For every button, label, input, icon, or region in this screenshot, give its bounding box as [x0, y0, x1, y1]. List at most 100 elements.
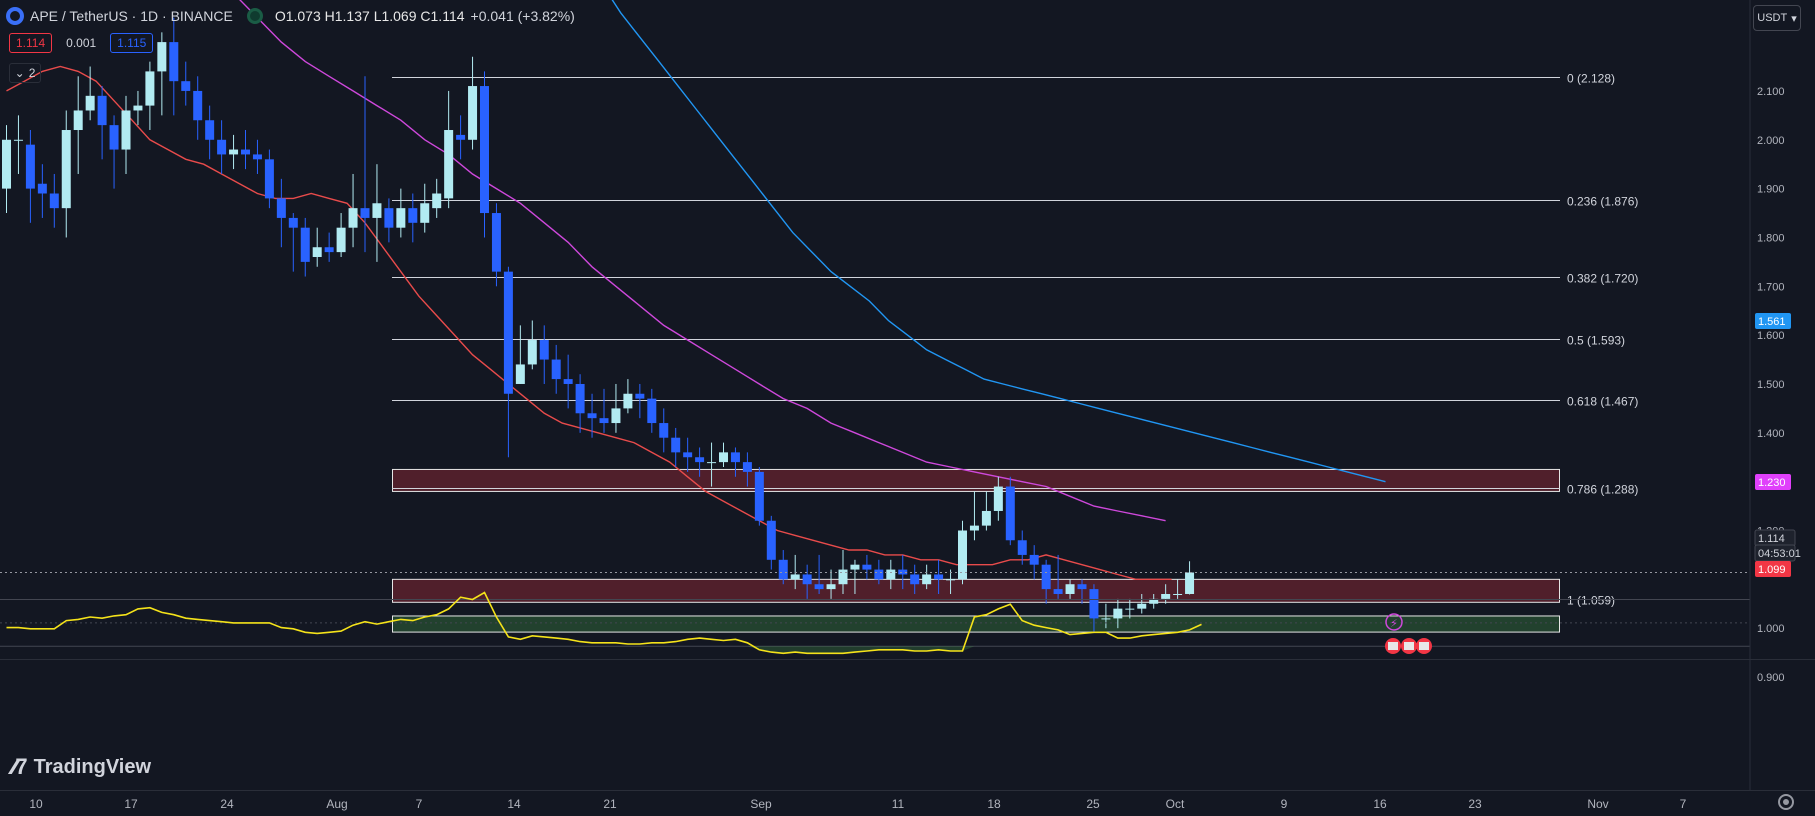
candle [671, 427, 681, 468]
price-tick: 1.700 [1757, 281, 1785, 293]
candle [205, 105, 215, 160]
candle-body [85, 95, 95, 111]
candle [109, 115, 119, 189]
indicators-toggle[interactable]: ⌄ 2 [9, 63, 41, 83]
time-tick: 25 [1086, 797, 1100, 811]
candle-body [1065, 584, 1075, 594]
candle-body [109, 125, 119, 150]
candle-body [946, 579, 956, 581]
time-tick: Oct [1166, 797, 1185, 811]
candle-body [934, 574, 944, 580]
buy-price-button[interactable]: 1.115 [110, 33, 154, 53]
candle [1125, 598, 1135, 619]
candle [456, 115, 466, 160]
price-tag [1755, 313, 1791, 329]
candle [1161, 584, 1171, 604]
candle-body [1101, 618, 1111, 620]
trade-pills: 1.114 0.001 1.115 [9, 33, 154, 53]
candle [348, 173, 358, 248]
symbol-title[interactable]: APE / TetherUS · 1D · BINANCE [30, 8, 233, 24]
candle-body [276, 198, 286, 218]
candle-body [2, 139, 11, 189]
candle-body [671, 437, 681, 453]
indicator-count: 2 [28, 66, 36, 80]
ape-logo-icon [6, 7, 24, 25]
candle [707, 442, 717, 487]
time-tick: 16 [1373, 797, 1387, 811]
candle [1149, 593, 1159, 609]
tradingview-watermark: ⁄⁄7 TradingView [12, 754, 151, 780]
candle-body [97, 95, 107, 126]
sell-price-button[interactable]: 1.114 [9, 33, 53, 53]
candle [217, 120, 227, 174]
candle-body [324, 247, 334, 253]
currency-selector[interactable]: USDT ▾ [1753, 5, 1801, 31]
candle [587, 393, 597, 438]
candle [527, 320, 537, 370]
moving-averages [6, 0, 1386, 580]
candle-body [1089, 589, 1099, 619]
close-value: C1.114 [420, 8, 465, 24]
candle [13, 115, 23, 174]
candle [754, 467, 764, 526]
price-tag-label: 1.099 [1758, 564, 1786, 576]
candle-body [886, 569, 896, 580]
candle [1101, 603, 1111, 629]
candle-body [181, 81, 191, 91]
candle [25, 130, 35, 223]
price-tick: 2.100 [1757, 86, 1785, 98]
candle [491, 203, 501, 287]
price-tag [1755, 561, 1791, 577]
candle [1065, 579, 1075, 599]
time-tick: Sep [750, 797, 772, 811]
candle-body [778, 559, 788, 580]
candle [862, 554, 872, 580]
candle [635, 383, 645, 419]
candle [157, 32, 167, 116]
candle [396, 188, 406, 238]
watermark-text: TradingView [33, 755, 152, 778]
currency-label: USDT [1757, 12, 1788, 24]
time-tick: 11 [892, 797, 905, 811]
candle [802, 564, 812, 599]
price-tick: 1.600 [1757, 330, 1785, 342]
candle [384, 198, 394, 243]
candle [575, 374, 585, 433]
candle [1041, 559, 1051, 604]
time-tick: 9 [1281, 797, 1288, 811]
price-tick: 1.900 [1757, 184, 1785, 196]
flag-stripes [1404, 642, 1414, 650]
candle [181, 61, 191, 106]
gear-icon[interactable] [1778, 794, 1794, 810]
candle-body [503, 271, 513, 394]
candle [133, 90, 143, 126]
candle [276, 178, 286, 248]
candle [599, 388, 609, 433]
time-tick: 24 [220, 797, 234, 811]
candle-body [300, 227, 310, 262]
candle-body [193, 90, 203, 121]
high-value: H1.137 [324, 8, 370, 24]
candle-body [420, 203, 430, 223]
candle [61, 110, 71, 238]
candle-body [635, 393, 645, 399]
candle-body [217, 139, 227, 155]
price-tag-label: 1.561 [1758, 316, 1786, 328]
candle-body [969, 525, 979, 531]
candle-body [766, 520, 776, 560]
candle-body [826, 584, 836, 590]
candle [910, 564, 920, 594]
candle [324, 232, 334, 262]
candle-body [1149, 598, 1159, 604]
candle-body [527, 340, 537, 365]
price-tick: 0.900 [1757, 672, 1785, 684]
candle-body [790, 574, 800, 580]
candle-body [910, 574, 920, 585]
candle [1113, 598, 1123, 629]
candle [838, 550, 848, 594]
candle [97, 86, 107, 160]
candle-body [145, 71, 155, 106]
candle-body [898, 569, 908, 575]
candle-body [838, 569, 848, 585]
